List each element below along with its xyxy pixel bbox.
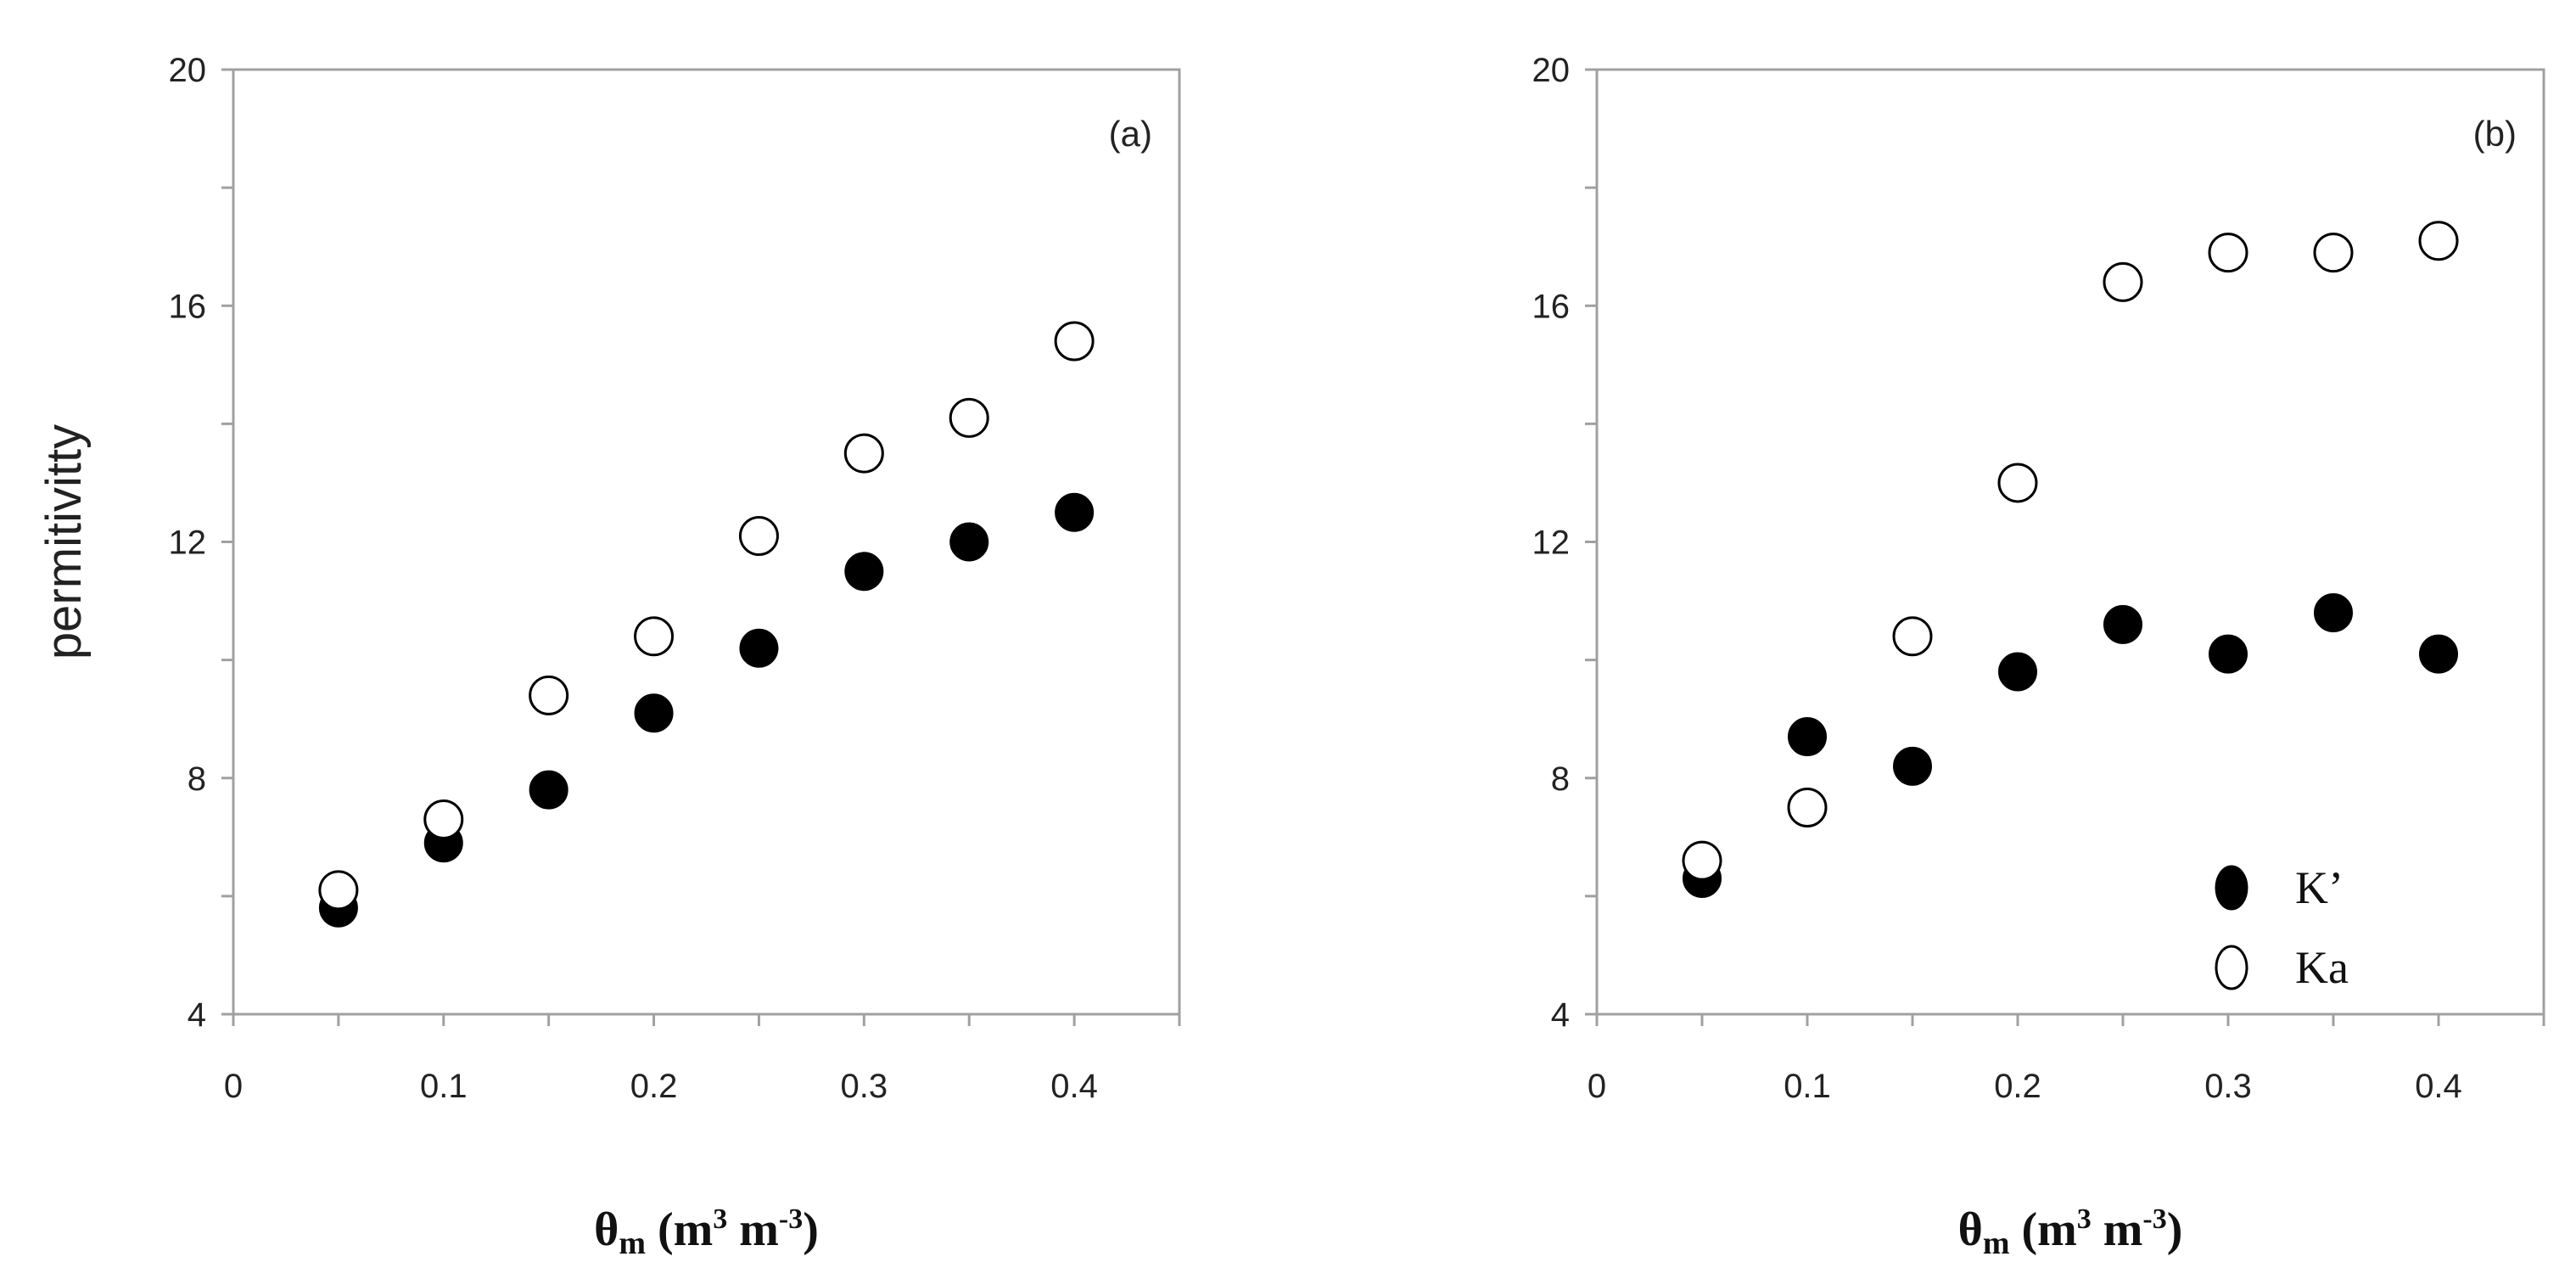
data-point-filled [1998, 652, 2037, 692]
data-point-open [2208, 233, 2248, 273]
plot-frame [232, 68, 1181, 1016]
y-tick-label: 16 [1532, 288, 1571, 325]
x-axis-label: θm (m3 m-3) [1958, 1203, 2183, 1261]
y-tick-label: 12 [169, 525, 207, 562]
legend-marker-open [2215, 945, 2248, 990]
x-tick-label: 0.3 [841, 1068, 888, 1105]
data-point-open [634, 616, 675, 657]
data-point-open [738, 516, 779, 557]
data-point-filled [1893, 746, 1932, 786]
x-tick-label: 0.2 [630, 1068, 678, 1105]
data-point-filled [529, 770, 568, 810]
data-point-filled [2314, 592, 2353, 632]
x-tick-label: 0.3 [2204, 1068, 2252, 1105]
data-point-filled [2419, 634, 2458, 674]
data-point-open [843, 433, 884, 474]
data-point-open [949, 397, 989, 438]
y-axis-label: permitivitty [36, 424, 92, 659]
data-point-open [423, 799, 464, 839]
data-point-open [1892, 616, 1933, 657]
data-point-filled [844, 552, 884, 592]
y-tick-label: 20 [1532, 52, 1571, 89]
y-tick-label: 4 [1551, 996, 1570, 1034]
data-point-filled [949, 522, 989, 562]
legend-marker-filled [2215, 865, 2248, 911]
data-point-filled [739, 628, 779, 668]
plot-frame [1595, 68, 2545, 1016]
y-tick-label: 16 [169, 288, 207, 325]
x-tick-label: 0.1 [1784, 1068, 1831, 1105]
chart-panel-a: 4 8 12 16 20 0 0.1 0.2 0.3 0.4 (a) permitivitty θm (… [36, 52, 1181, 1261]
data-point-open [2103, 261, 2143, 302]
legend-label: Ka [2295, 942, 2349, 993]
data-point-open [2313, 233, 2354, 273]
y-tick-label: 12 [1532, 525, 1571, 562]
x-tick-label: 0 [1588, 1068, 1606, 1105]
y-tick-label: 4 [188, 996, 206, 1034]
chart-panel-b: 4 8 12 16 20 0 0.1 0.2 0.3 0.4 (b) θm (m3 m-3) K’ Ka [1532, 52, 2545, 1261]
x-tick-label: 0.4 [2415, 1068, 2462, 1105]
x-tick-label: 0.4 [1050, 1068, 1098, 1105]
data-point-open [529, 675, 569, 715]
y-tick-label: 8 [188, 760, 206, 798]
legend: K’ Ka [2215, 862, 2349, 993]
data-point-filled [1788, 717, 1827, 757]
data-point-open [318, 870, 359, 911]
data-point-filled [2209, 634, 2248, 674]
y-tick-label: 8 [1551, 760, 1570, 798]
panel-label: (b) [2473, 114, 2517, 154]
data-point-filled [1055, 492, 1095, 532]
data-point-open [2418, 221, 2459, 261]
legend-label: K’ [2295, 862, 2344, 913]
panel-label: (a) [1109, 114, 1152, 154]
data-point-open [1787, 788, 1828, 828]
x-tick-label: 0.1 [420, 1068, 468, 1105]
data-point-filled [2103, 604, 2142, 644]
x-axis-label: θm (m3 m-3) [594, 1203, 819, 1261]
data-point-filled [634, 693, 674, 733]
data-point-open [1682, 840, 1722, 881]
data-point-open [1997, 463, 2038, 503]
x-tick-label: 0.2 [1994, 1068, 2041, 1105]
x-tick-label: 0 [224, 1068, 243, 1105]
y-tick-label: 20 [169, 52, 207, 89]
data-point-open [1054, 321, 1095, 362]
